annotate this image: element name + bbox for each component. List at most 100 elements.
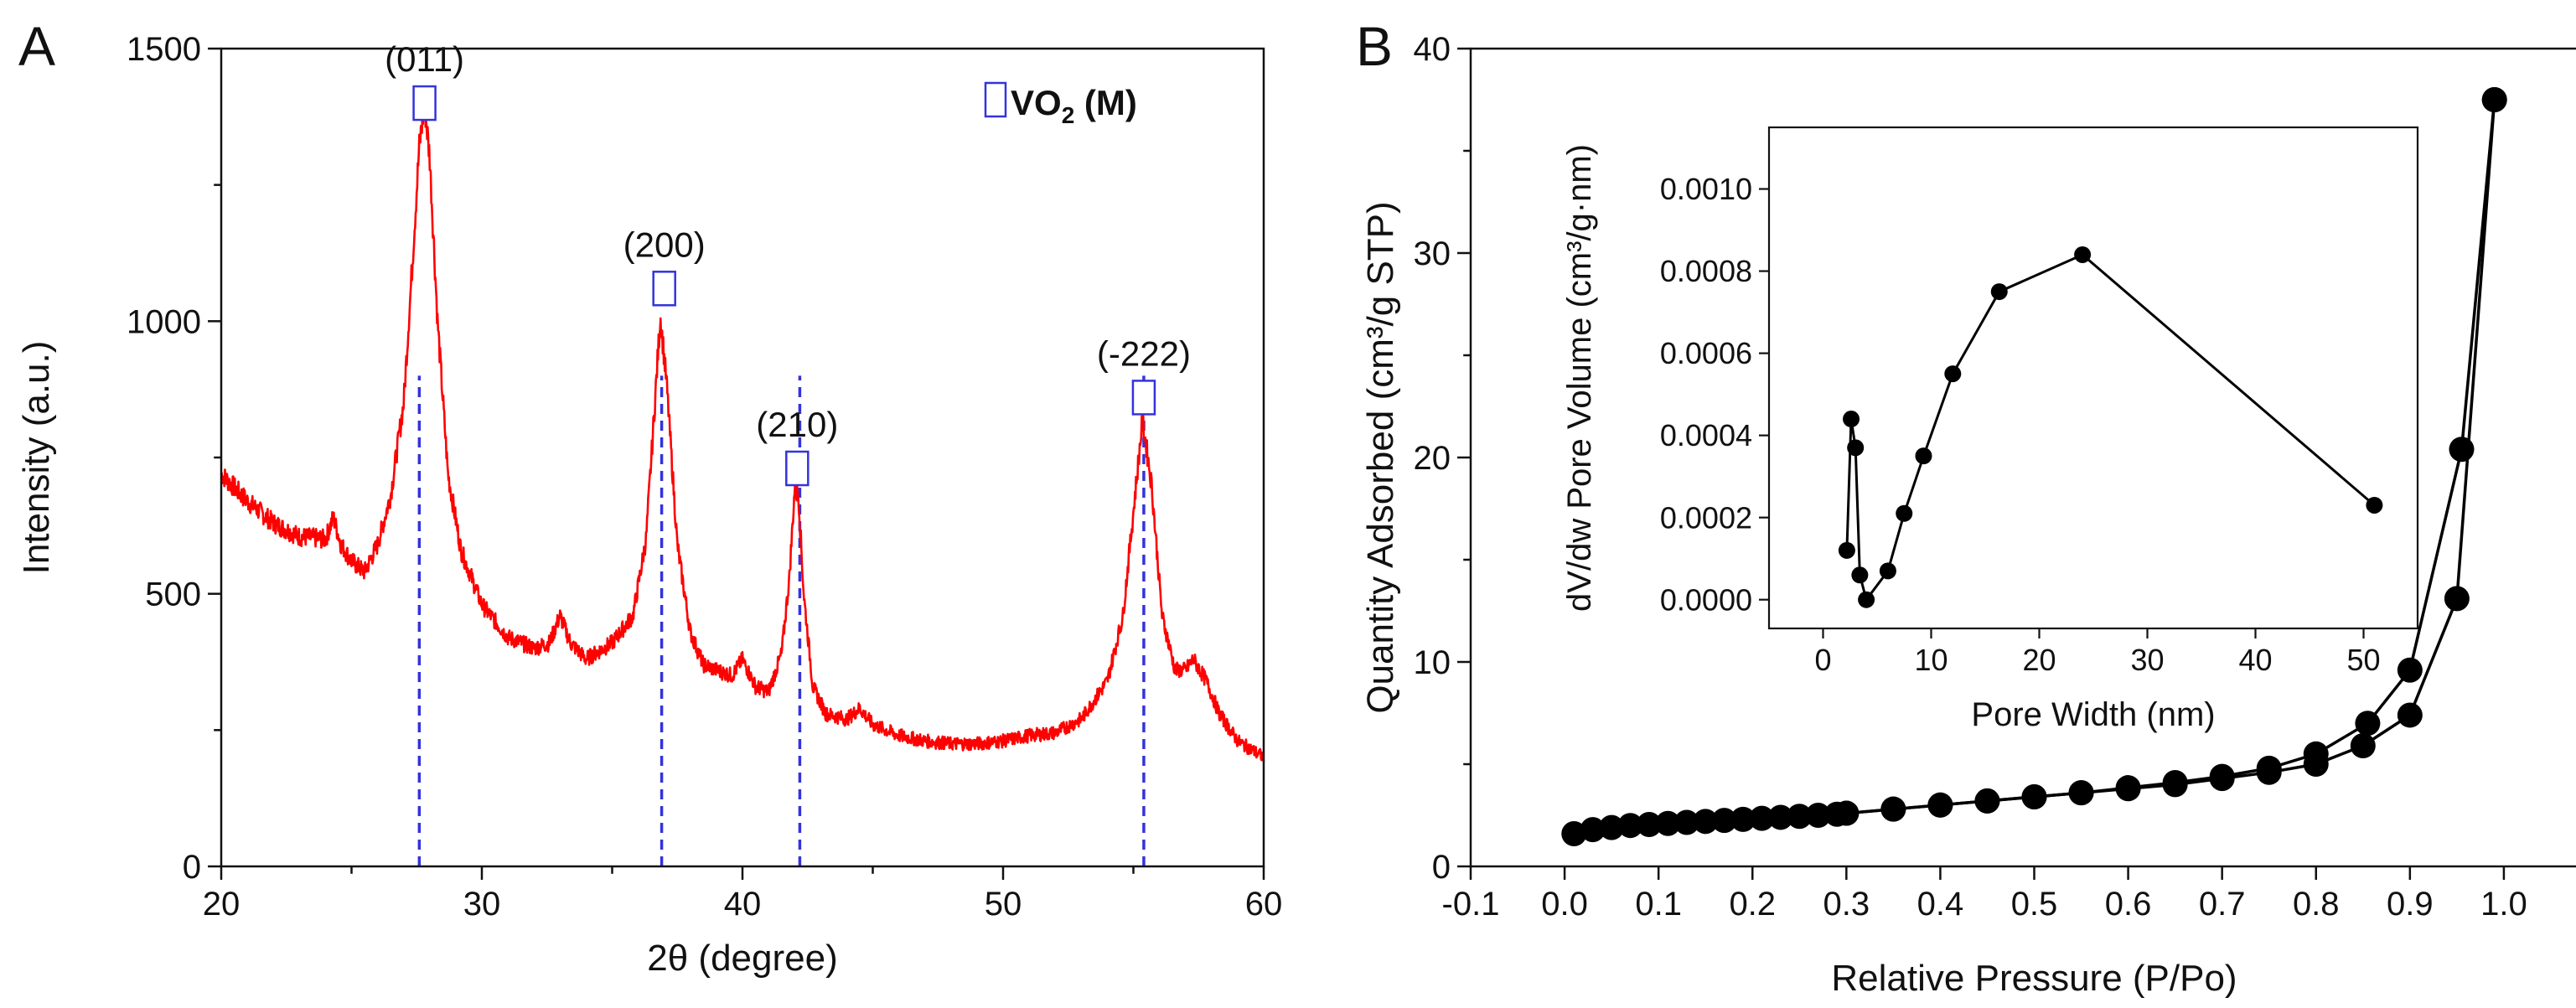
desorption-point bbox=[1927, 792, 1953, 818]
adsorption-point bbox=[1749, 805, 1775, 831]
x-tick-label: 60 bbox=[1245, 886, 1283, 923]
y-tick-label: 0.0000 bbox=[1660, 582, 1752, 617]
desorption-point bbox=[2209, 763, 2235, 789]
peak-label: (-222) bbox=[1097, 333, 1191, 373]
x-tick-label: 20 bbox=[203, 886, 241, 923]
axes-a: 20 30 40 50 60 0 500 1000 1500 2θ (degree) Intensi… bbox=[16, 31, 1282, 979]
xrd-series bbox=[220, 96, 1265, 763]
pore-point bbox=[1838, 541, 1855, 559]
x-tick-label: 0.4 bbox=[1917, 886, 1964, 923]
desorption-point bbox=[1974, 788, 2000, 814]
x-tick-label: 0.5 bbox=[2011, 886, 2058, 923]
y-tick-label: 40 bbox=[1414, 31, 1451, 68]
desorption-point bbox=[2449, 437, 2475, 463]
y-tick-label: 0 bbox=[183, 849, 201, 886]
isotherm-series bbox=[1561, 87, 2507, 846]
x-tick-label: 0.3 bbox=[1823, 886, 1870, 923]
inset-axes: 0 10 20 30 40 50 0.0000 0.0002 0.0004 0.0006 0.000… bbox=[1561, 126, 2419, 733]
adsorption-point bbox=[1580, 817, 1606, 843]
pore-point bbox=[1843, 411, 1860, 428]
desorption-point bbox=[2397, 657, 2423, 683]
y-axis-label: Intensity (a.u.) bbox=[16, 341, 57, 575]
desorption-point bbox=[2068, 780, 2094, 806]
pore-point bbox=[2366, 496, 2383, 514]
adsorption-point bbox=[2397, 702, 2423, 728]
x-tick-label: 1.1 bbox=[2574, 886, 2576, 923]
desorption-point bbox=[2162, 769, 2188, 795]
desorption-point bbox=[1880, 796, 1906, 822]
desorption-point bbox=[1834, 800, 1860, 826]
x-tick-label: 50 bbox=[985, 886, 1022, 923]
x-tick-label: 50 bbox=[2346, 643, 2380, 677]
y-axis-label: dV/dw Pore Volume (cm³/g·nm) bbox=[1561, 144, 1598, 612]
legend-marker bbox=[984, 81, 1007, 118]
pore-point bbox=[1990, 283, 2008, 301]
x-tick-label: 0.2 bbox=[1729, 886, 1776, 923]
x-tick-label: 1.0 bbox=[2480, 886, 2527, 923]
x-tick-label: 40 bbox=[724, 886, 762, 923]
peak-annotations: (011) (200) (210) (-222) bbox=[385, 39, 1191, 487]
inset-series bbox=[1838, 246, 2383, 608]
pore-point bbox=[1896, 504, 1913, 522]
desorption-point bbox=[2021, 784, 2047, 810]
desorption-point bbox=[2303, 741, 2329, 767]
adsorption-point bbox=[1599, 814, 1625, 840]
plot-frame bbox=[220, 47, 1265, 868]
adsorption-point bbox=[1561, 820, 1587, 846]
y-axis-label: Quantity Adsorbed (cm³/g STP) bbox=[1360, 201, 1401, 713]
plot-frame bbox=[1767, 126, 2419, 630]
axes-b: -0.1 0.0 0.1 0.2 0.3 0.4 0.5 0.6 0.7 0.8 0.9 1.0 1.1… bbox=[1360, 31, 2576, 999]
x-tick-label: 30 bbox=[463, 886, 501, 923]
pore-point bbox=[1858, 591, 1875, 608]
x-axis-label: Pore Width (nm) bbox=[1971, 696, 2215, 733]
desorption-point bbox=[2115, 775, 2141, 801]
adsorption-point bbox=[1655, 810, 1681, 836]
x-axis-label: Relative Pressure (P/Po) bbox=[1831, 958, 2237, 999]
desorption-point bbox=[2481, 87, 2507, 112]
adsorption-point bbox=[2444, 586, 2470, 612]
adsorption-point bbox=[1767, 804, 1793, 830]
x-tick-label: 0 bbox=[1814, 643, 1831, 677]
x-tick-label: 0.9 bbox=[2387, 886, 2434, 923]
x-tick-label: 0.1 bbox=[1635, 886, 1682, 923]
y-tick-label: 0.0002 bbox=[1660, 500, 1752, 535]
peak-marker bbox=[1131, 380, 1156, 416]
adsorption-point bbox=[1730, 806, 1756, 832]
pore-line bbox=[1845, 253, 2376, 603]
pore-point bbox=[1944, 365, 1962, 383]
x-tick-label: 10 bbox=[1914, 643, 1948, 677]
pore-point bbox=[2074, 246, 2092, 263]
adsorption-point bbox=[1636, 811, 1662, 837]
adsorption-point bbox=[1711, 808, 1737, 834]
x-tick-label: 20 bbox=[2022, 643, 2056, 677]
x-axis-label: 2θ (degree) bbox=[647, 938, 837, 979]
xrd-chart: (011) (200) (210) (-222) 20 30 40 50 60 0 500 1000… bbox=[16, 31, 1282, 979]
desorption-point bbox=[2355, 711, 2381, 737]
y-tick-label: 1000 bbox=[127, 303, 201, 340]
y-tick-label: 500 bbox=[145, 576, 201, 613]
peak-marker bbox=[412, 85, 437, 121]
y-tick-label: 20 bbox=[1414, 440, 1451, 477]
adsorption-point bbox=[1617, 813, 1643, 839]
isotherm-chart: -0.1 0.0 0.1 0.2 0.3 0.4 0.5 0.6 0.7 0.8 0.9 1.0 1.1… bbox=[1360, 31, 2576, 999]
adsorption-point bbox=[1787, 804, 1813, 830]
y-tick-label: 0.0010 bbox=[1660, 172, 1752, 206]
x-tick-label: 0.7 bbox=[2199, 886, 2246, 923]
y-tick-label: 0 bbox=[1432, 849, 1451, 886]
desorption-point bbox=[2256, 755, 2282, 781]
x-tick-label: 0.8 bbox=[2293, 886, 2340, 923]
y-tick-label: 10 bbox=[1414, 644, 1451, 681]
y-tick-label: 30 bbox=[1414, 235, 1451, 272]
panel-label-a: A bbox=[18, 15, 55, 77]
adsorption-point bbox=[1693, 809, 1719, 835]
y-tick-label: 0.0008 bbox=[1660, 254, 1752, 288]
panel-label-b: B bbox=[1356, 15, 1393, 77]
y-tick-label: 0.0004 bbox=[1660, 418, 1752, 452]
x-tick-label: 0.0 bbox=[1541, 886, 1588, 923]
pore-point bbox=[1915, 447, 1932, 465]
adsorption-point bbox=[1805, 803, 1831, 828]
pore-point bbox=[1851, 566, 1869, 584]
legend-label: VO2 (M) bbox=[1011, 83, 1137, 128]
peak-label: (011) bbox=[385, 39, 464, 79]
